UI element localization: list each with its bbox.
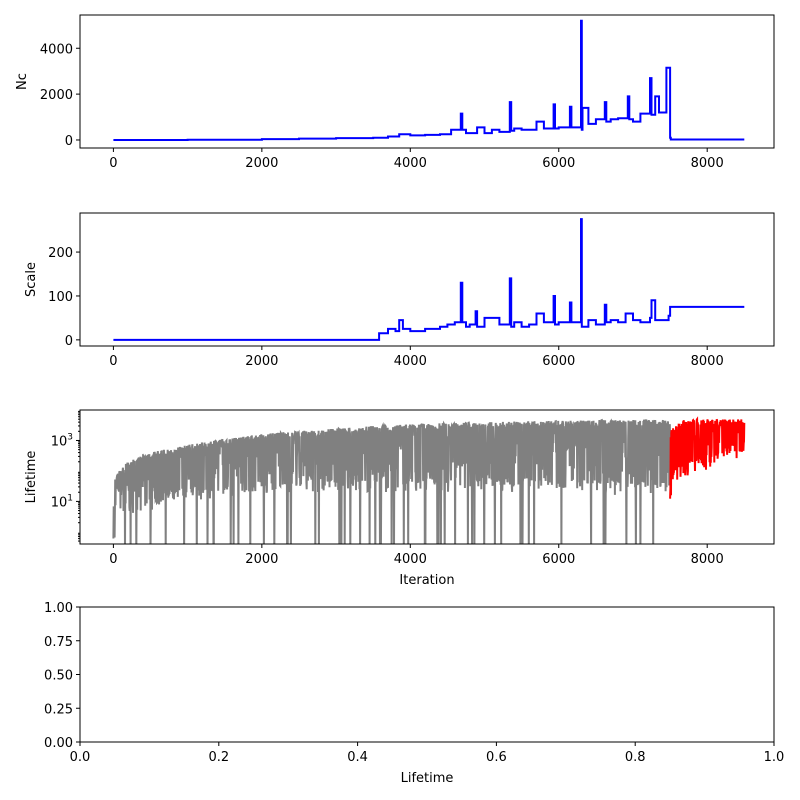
x-axis-label: Lifetime <box>401 771 454 786</box>
x-tick-label: 8000 <box>691 354 724 369</box>
x-tick-label: 0.8 <box>625 750 646 765</box>
x-axis-label: Iteration <box>399 573 454 588</box>
x-tick-label: 0 <box>109 354 117 369</box>
x-tick-label: 4000 <box>394 552 427 567</box>
y-tick-label: 2000 <box>40 88 73 103</box>
y-tick-label: 0.25 <box>44 702 73 717</box>
y-tick-label: 0 <box>65 334 73 349</box>
series-line-1 <box>113 19 745 141</box>
x-tick-label: 0.2 <box>208 750 229 765</box>
y-tick-label: 103 <box>51 432 73 449</box>
panel-3: 0 2000 4000 6000 8000 101 103 Lifetime Iteration <box>24 409 775 588</box>
axes-frame <box>79 14 775 149</box>
x-tick-label: 6000 <box>542 552 575 567</box>
y-tick-label: 4000 <box>40 42 73 57</box>
series-line-1 <box>112 418 672 544</box>
plot-area-1 <box>113 19 745 141</box>
panel-4: 0.0 0.2 0.4 0.6 0.8 1.0 0.00 0.25 0.50 0.75 1.00 Li… <box>44 601 784 786</box>
axes-frame <box>79 212 775 347</box>
series-line-2 <box>669 416 746 499</box>
y-tick-label: 1.00 <box>44 601 73 616</box>
panel-2: 0 2000 4000 6000 8000 0 100 200 Scale <box>24 212 775 369</box>
axes-frame <box>79 409 775 545</box>
x-tick-label: 0.4 <box>347 750 368 765</box>
x-tick-label: 6000 <box>542 354 575 369</box>
x-tick-label: 4000 <box>394 354 427 369</box>
x-tick-label: 8000 <box>691 552 724 567</box>
x-tick-label: 0.0 <box>70 750 91 765</box>
y-tick-label: 200 <box>48 246 73 261</box>
y-axis-label: Nc <box>15 73 30 90</box>
y-tick-label: 0.50 <box>44 669 73 684</box>
x-tick-label: 0 <box>109 552 117 567</box>
x-tick-label: 4000 <box>394 156 427 171</box>
y-tick-label: 101 <box>51 493 73 510</box>
x-tick-label: 6000 <box>542 156 575 171</box>
x-tick-label: 0 <box>109 156 117 171</box>
x-tick-label: 2000 <box>245 354 278 369</box>
y-axis-label: Scale <box>24 262 39 297</box>
x-tick-label: 2000 <box>245 156 278 171</box>
x-tick-label: 0.6 <box>486 750 507 765</box>
y-axis-label: Lifetime <box>24 451 39 504</box>
x-tick-label: 8000 <box>691 156 724 171</box>
y-tick-label: 0.00 <box>44 736 73 751</box>
x-tick-label: 2000 <box>245 552 278 567</box>
y-tick-label: 0.75 <box>44 635 73 650</box>
plot-area-3 <box>112 416 746 544</box>
x-tick-label: 1.0 <box>764 750 785 765</box>
panel-1: 0 2000 4000 6000 8000 0 2000 4000 Nc <box>15 14 775 171</box>
series-line-1 <box>113 218 745 341</box>
y-tick-label: 0 <box>65 134 73 149</box>
y-tick-label: 100 <box>48 290 73 305</box>
plot-area-2 <box>113 218 745 341</box>
